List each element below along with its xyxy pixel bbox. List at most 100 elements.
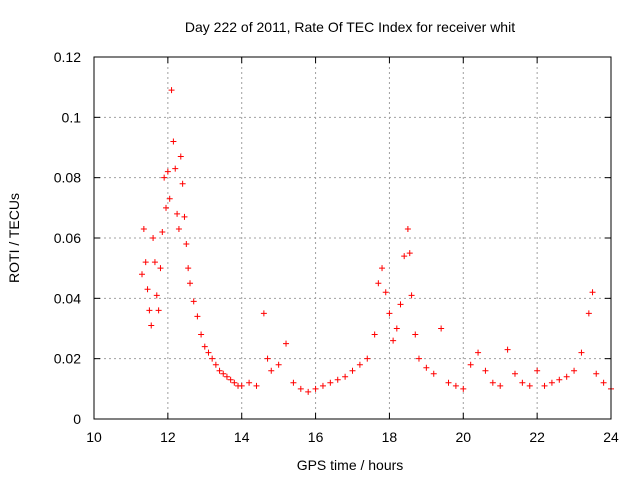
scatter-point: [511, 370, 518, 377]
scatter-point: [260, 310, 267, 317]
scatter-point: [268, 367, 275, 374]
x-tick-label: 22: [529, 429, 545, 445]
scatter-point: [364, 355, 371, 362]
x-tick-label: 10: [86, 429, 102, 445]
scatter-point: [151, 259, 158, 266]
grid-lines: [94, 57, 611, 419]
scatter-point: [460, 385, 467, 392]
y-tick-label: 0.06: [54, 230, 81, 246]
scatter-point: [589, 289, 596, 296]
scatter-point: [168, 87, 175, 94]
scatter-point: [482, 367, 489, 374]
scatter-point: [371, 331, 378, 338]
scatter-point: [201, 343, 208, 350]
scatter-point: [231, 379, 238, 386]
y-tick-label: 0.04: [54, 290, 81, 306]
scatter-point: [305, 388, 312, 395]
scatter-point: [148, 322, 155, 329]
y-axis-label: ROTI / TECUs: [6, 193, 22, 283]
scatter-point: [541, 382, 548, 389]
scatter-point: [253, 382, 260, 389]
scatter-point: [264, 355, 271, 362]
scatter-point: [174, 210, 181, 217]
scatter-point: [415, 355, 422, 362]
scatter-point: [223, 373, 230, 380]
scatter-point: [209, 355, 216, 362]
scatter-point: [157, 265, 164, 272]
axis-ticks: [93, 56, 612, 420]
scatter-point: [153, 292, 160, 299]
scatter-point: [140, 225, 147, 232]
scatter-point: [177, 153, 184, 160]
scatter-point: [144, 286, 151, 293]
x-tick-label: 24: [603, 429, 619, 445]
scatter-point: [205, 349, 212, 356]
scatter-point: [246, 379, 253, 386]
scatter-point: [342, 373, 349, 380]
scatter-point: [312, 385, 319, 392]
scatter-point: [563, 373, 570, 380]
scatter-point: [401, 253, 408, 260]
scatter-point: [290, 379, 297, 386]
scatter-point: [198, 331, 205, 338]
scatter-point: [526, 382, 533, 389]
scatter-point: [327, 379, 334, 386]
plot-frame: [93, 56, 612, 420]
scatter-point: [216, 367, 223, 374]
scatter-point: [150, 235, 157, 241]
scatter-point: [408, 292, 415, 299]
scatter-point: [175, 225, 182, 232]
scatter-point: [155, 307, 162, 314]
scatter-point: [585, 310, 592, 317]
scatter-point: [283, 340, 290, 347]
x-tick-label: 14: [234, 429, 250, 445]
y-tick-label: 0.1: [62, 109, 82, 125]
scatter-point: [181, 213, 188, 220]
y-tick-label: 0.12: [54, 49, 81, 65]
x-tick-label: 16: [308, 429, 324, 445]
scatter-point: [571, 367, 578, 374]
y-tick-label: 0.08: [54, 170, 81, 186]
scatter-point: [166, 195, 173, 202]
scatter-point: [139, 271, 146, 278]
chart-title: Day 222 of 2011, Rate Of TEC Index for r…: [185, 19, 515, 35]
scatter-point: [430, 370, 437, 377]
scatter-point: [600, 379, 607, 386]
scatter-point: [404, 225, 411, 232]
scatter-point: [356, 361, 363, 368]
scatter-point: [238, 382, 245, 389]
scatter-point: [379, 265, 386, 272]
scatter-point: [349, 367, 356, 374]
scatter-points: [139, 87, 614, 395]
scatter-point: [406, 250, 413, 257]
scatter-point: [185, 265, 192, 272]
scatter-point: [534, 367, 541, 374]
scatter-point: [190, 298, 197, 305]
scatter-point: [146, 307, 153, 314]
scatter-point: [297, 385, 304, 392]
scatter-point: [164, 168, 171, 175]
scatter-point: [467, 361, 474, 368]
scatter-point: [227, 376, 234, 383]
scatter-point: [475, 349, 482, 356]
scatter-point: [412, 331, 419, 338]
scatter-point: [275, 361, 282, 368]
scatter-point: [397, 301, 404, 308]
scatter-point: [423, 364, 430, 371]
scatter-point: [212, 361, 219, 368]
scatter-point: [172, 165, 179, 172]
y-tick-label: 0: [73, 411, 81, 427]
x-tick-label: 18: [382, 429, 398, 445]
axis-tick-labels: 10 12 14 16 18 20 22 24 0 0.02 0.04 0.06 0.08 0.1 0.12: [54, 49, 619, 445]
scatter-point: [445, 379, 452, 386]
scatter-point: [593, 370, 600, 377]
scatter-point: [504, 346, 511, 353]
y-tick-label: 0.02: [54, 351, 81, 367]
scatter-point: [452, 382, 459, 389]
scatter-point: [578, 349, 585, 356]
scatter-point: [390, 337, 397, 344]
scatter-point: [548, 379, 555, 386]
scatter-point: [220, 370, 227, 377]
scatter-point: [556, 376, 563, 383]
